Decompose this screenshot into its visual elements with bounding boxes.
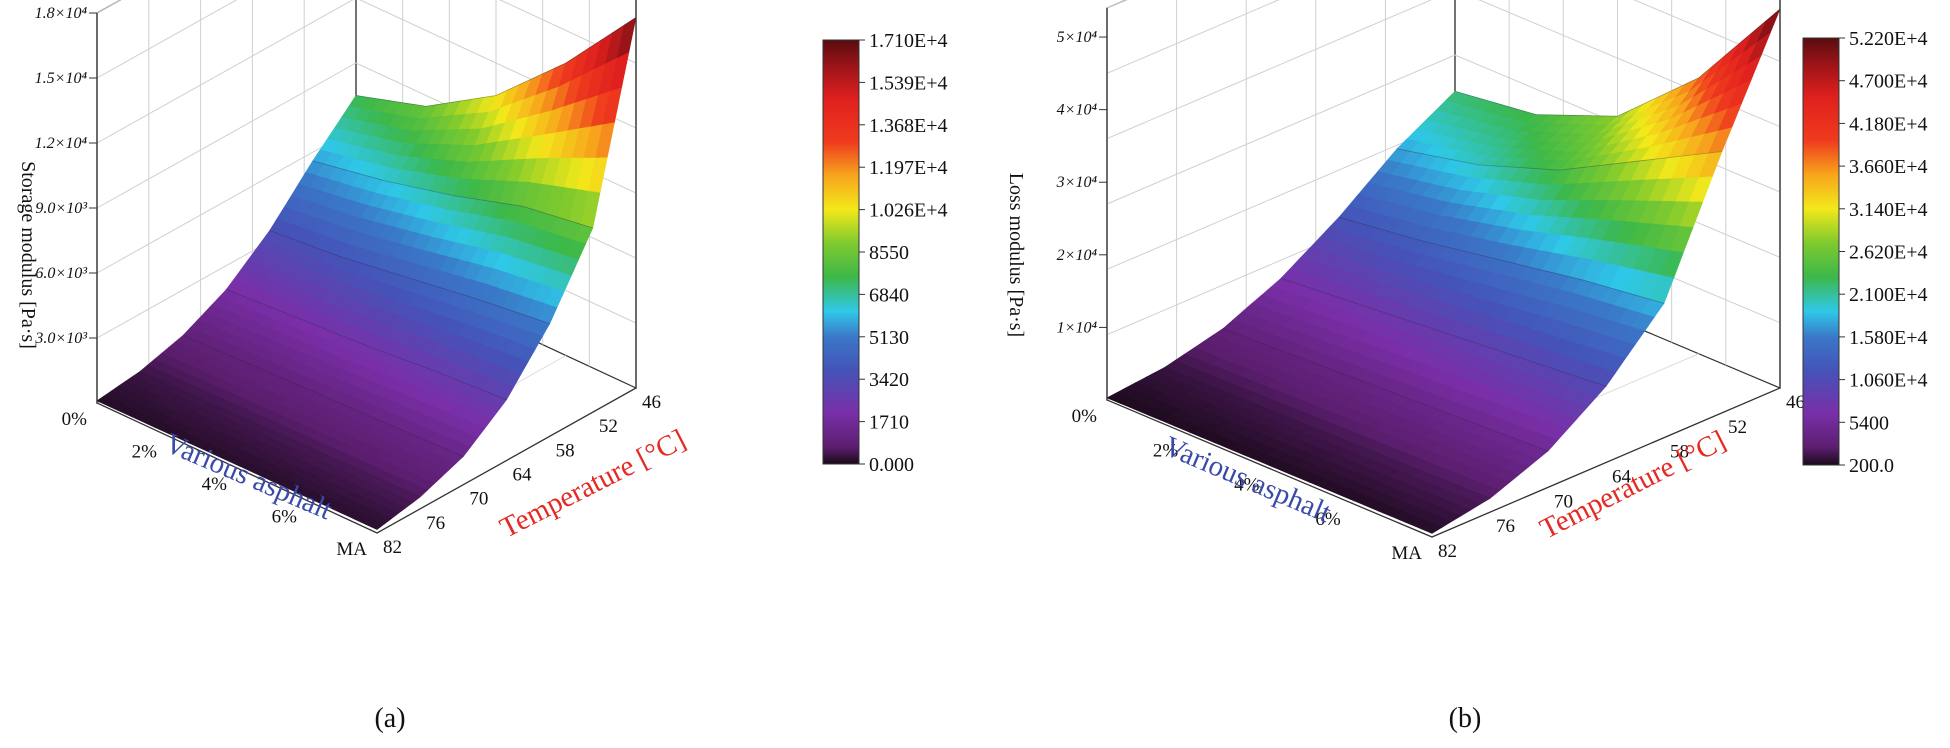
z-axis-title: Loss modulus [Pa·s] <box>1005 173 1027 337</box>
z-tick-label: 4×10⁴ <box>1057 102 1098 119</box>
x-tick-label: 6% <box>1315 509 1341 530</box>
wall-gridline <box>1106 0 1781 74</box>
x-tick-label: 4% <box>202 474 228 495</box>
colorbar-tick-label: 1.060E+4 <box>1849 370 1928 392</box>
z-tick-label: 1.8×10⁴ <box>35 5 88 22</box>
y-tick-label: 82 <box>383 537 402 558</box>
x-tick-label: MA <box>1391 543 1422 564</box>
z-tick-label: 5×10⁴ <box>1057 29 1098 46</box>
colorbar-tick-label: 200.0 <box>1849 455 1894 477</box>
y-tick-label: 58 <box>1670 442 1689 463</box>
surface-contour <box>1164 366 1491 499</box>
z-tick-label: 1.2×10⁴ <box>35 135 88 152</box>
panel-label: (a) <box>374 703 405 734</box>
surface-contour <box>1454 8 1781 117</box>
z-axis-title: Storage modulus [Pa·s] <box>17 161 39 349</box>
surface-contour <box>183 334 464 457</box>
z-tick-label: 1×10⁴ <box>1057 319 1098 336</box>
colorbar-tick-label: 1.539E+4 <box>869 72 948 94</box>
colorbar-tick-label: 3420 <box>869 369 909 391</box>
colorbar-tick-label: 5130 <box>869 327 909 349</box>
surface-contour <box>140 370 421 498</box>
surface <box>96 16 637 530</box>
wall-gridline <box>96 0 637 79</box>
y-tick-label: 64 <box>513 465 533 486</box>
colorbar-tick-label: 1.710E+4 <box>869 30 948 52</box>
surface-contour <box>1280 277 1607 387</box>
y-tick-label: 46 <box>1786 392 1805 413</box>
z-tick-label: 1.5×10⁴ <box>35 70 88 87</box>
y-tick-label: 70 <box>469 489 488 510</box>
colorbar-tick-label: 1710 <box>869 412 909 434</box>
z-tick-label: 2×10⁴ <box>1057 247 1098 264</box>
y-tick-label: 46 <box>642 392 661 413</box>
panel-label: (b) <box>1449 703 1482 734</box>
x-tick-label: 2% <box>1153 440 1179 461</box>
colorbar <box>1802 37 1840 466</box>
y-tick-label: 52 <box>1728 417 1747 438</box>
y-tick-label: 76 <box>426 513 445 534</box>
colorbar-tick-label: 4.180E+4 <box>1849 113 1928 135</box>
x-tick-label: MA <box>336 539 367 560</box>
z-tick-label: 9.0×10³ <box>35 200 87 217</box>
y-tick-label: 58 <box>556 440 575 461</box>
colorbar <box>822 39 860 465</box>
surface-contour <box>312 160 593 229</box>
colorbar-tick-label: 2.100E+4 <box>1849 284 1928 306</box>
colorbar-tick-label: 1.368E+4 <box>869 115 948 137</box>
surface-contour <box>355 17 637 107</box>
surface-cell <box>1417 521 1443 534</box>
surface-contour <box>269 230 550 325</box>
colorbar-tick-label: 3.140E+4 <box>1849 199 1928 221</box>
surface-cell <box>364 518 385 530</box>
z-tick-label: 3×10⁴ <box>1056 174 1098 191</box>
x-tick-label: 6% <box>272 507 298 528</box>
surface-contour <box>1396 148 1723 171</box>
y-tick-label: 64 <box>1612 467 1632 488</box>
y-tick-label: 76 <box>1496 516 1515 537</box>
colorbar-tick-label: 4.700E+4 <box>1849 71 1928 93</box>
surface <box>1106 8 1781 534</box>
z-tick-label: 6.0×10³ <box>35 265 87 282</box>
wall-gridline <box>96 0 122 14</box>
y-tick-label: 52 <box>599 416 618 437</box>
x-tick-label: 0% <box>1072 406 1098 427</box>
box-frame <box>1106 0 1781 538</box>
y-tick-label: 70 <box>1554 491 1573 512</box>
colorbar-tick-label: 0.000 <box>869 454 914 476</box>
surface-contour <box>226 288 507 401</box>
colorbar-tick-label: 3.660E+4 <box>1849 156 1928 178</box>
surface-contour <box>1338 216 1665 304</box>
colorbar-tick-label: 1.197E+4 <box>869 157 948 179</box>
colorbar-tick-label: 1.580E+4 <box>1849 327 1928 349</box>
panel-b: 1×10⁴ 2×10⁴ 3×10⁴ 4×10⁴ 5×10⁴ 0% 2% 4% 6% MA 46 52 5… <box>1005 0 1928 734</box>
wall-gridline <box>1106 0 1127 9</box>
colorbar-tick-label: 2.620E+4 <box>1849 242 1928 264</box>
y-tick-label: 82 <box>1438 541 1457 562</box>
colorbar-tick-label: 5.220E+4 <box>1849 28 1928 50</box>
colorbar-tick-label: 8550 <box>869 242 909 264</box>
x-tick-label: 2% <box>132 442 158 463</box>
surface-contour <box>1222 328 1549 452</box>
x-tick-label: 0% <box>62 409 88 430</box>
colorbar-tick-label: 6840 <box>869 284 909 306</box>
x-tick-label: 4% <box>1234 475 1260 496</box>
panel-a: 3.0×10³ 6.0×10³ 9.0×10³ 1.2×10⁴ 1.5×10⁴ 1.8×1… <box>17 0 948 734</box>
colorbar-tick-label: 5400 <box>1849 412 1889 434</box>
z-tick-label: 3.0×10³ <box>34 330 87 347</box>
colorbar-tick-label: 1.026E+4 <box>869 200 948 222</box>
y-axis-title: Temperature [°C] <box>1535 425 1731 546</box>
